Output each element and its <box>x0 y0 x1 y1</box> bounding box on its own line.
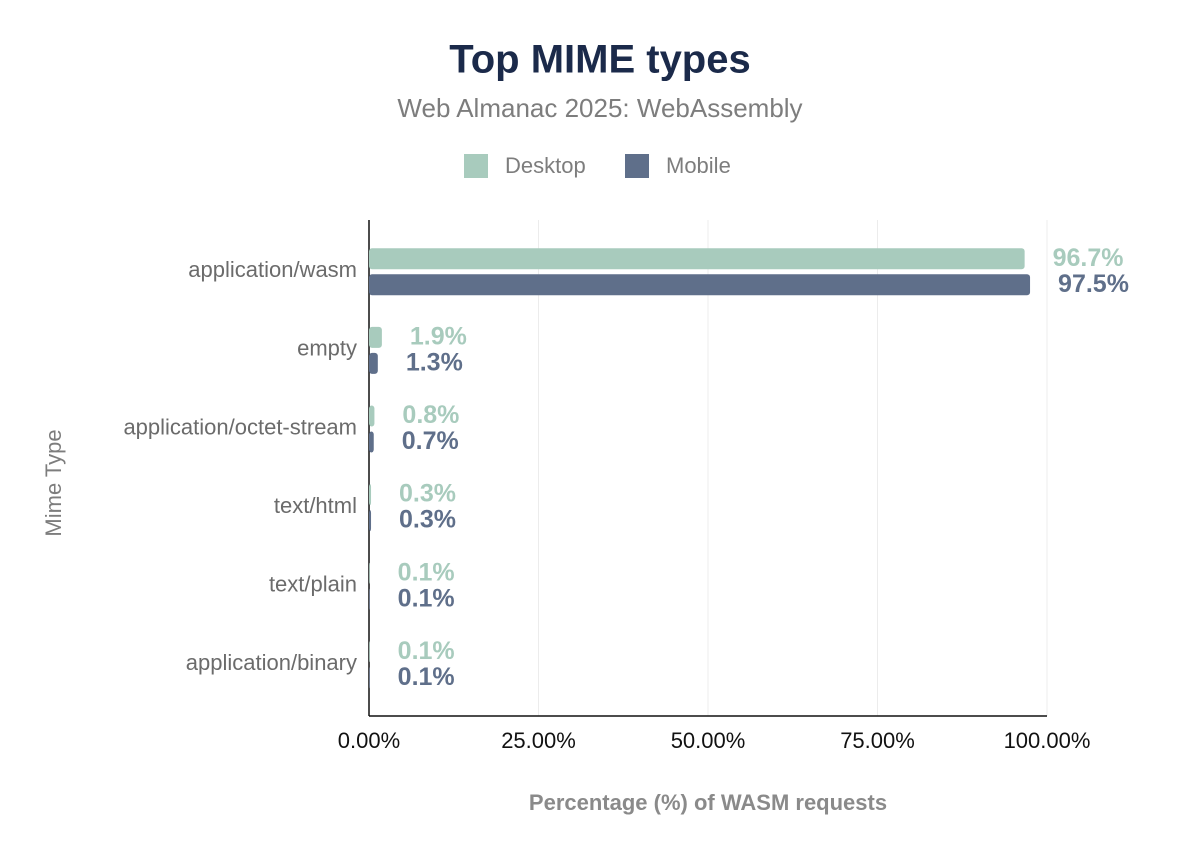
legend-swatch <box>464 154 488 178</box>
legend-label: Desktop <box>505 153 586 178</box>
bar <box>369 562 370 584</box>
x-tick-label: 50.00% <box>671 728 746 753</box>
bar <box>369 431 374 453</box>
chart-subtitle: Web Almanac 2025: WebAssembly <box>397 93 802 123</box>
bar <box>369 248 1025 270</box>
bar <box>369 352 378 374</box>
y-axis-title: Mime Type <box>41 429 66 536</box>
value-label: 0.3% <box>399 480 456 508</box>
y-tick-label: application/wasm <box>188 257 357 282</box>
value-label: 0.1% <box>398 663 455 691</box>
bar <box>369 588 370 610</box>
legend-label: Mobile <box>666 153 731 178</box>
value-label: 0.7% <box>402 427 459 455</box>
bar <box>369 667 370 689</box>
x-axis-title: Percentage (%) of WASM requests <box>529 790 887 815</box>
bar <box>369 510 372 532</box>
value-label: 0.8% <box>402 401 459 429</box>
y-tick-label: application/binary <box>186 650 357 675</box>
bar <box>369 405 375 427</box>
bar <box>369 326 382 348</box>
bar <box>369 484 372 506</box>
value-label: 0.1% <box>398 637 455 665</box>
x-tick-label: 0.00% <box>338 728 400 753</box>
y-tick-label: empty <box>297 336 357 361</box>
value-label: 1.3% <box>406 349 463 377</box>
y-tick-label: text/plain <box>269 572 357 597</box>
value-label: 97.5% <box>1058 270 1129 298</box>
value-label: 96.7% <box>1053 244 1124 272</box>
y-tick-label: application/octet-stream <box>123 414 357 439</box>
y-tick-label: text/html <box>274 493 357 518</box>
legend-swatch <box>625 154 649 178</box>
value-label: 1.9% <box>410 323 467 351</box>
bar <box>369 274 1031 296</box>
x-tick-label: 100.00% <box>1004 728 1091 753</box>
value-label: 0.3% <box>399 506 456 534</box>
value-label: 0.1% <box>398 584 455 612</box>
chart-title: Top MIME types <box>449 38 750 82</box>
x-tick-label: 25.00% <box>501 728 576 753</box>
value-label: 0.1% <box>398 558 455 586</box>
bar <box>369 641 370 663</box>
x-tick-label: 75.00% <box>840 728 915 753</box>
